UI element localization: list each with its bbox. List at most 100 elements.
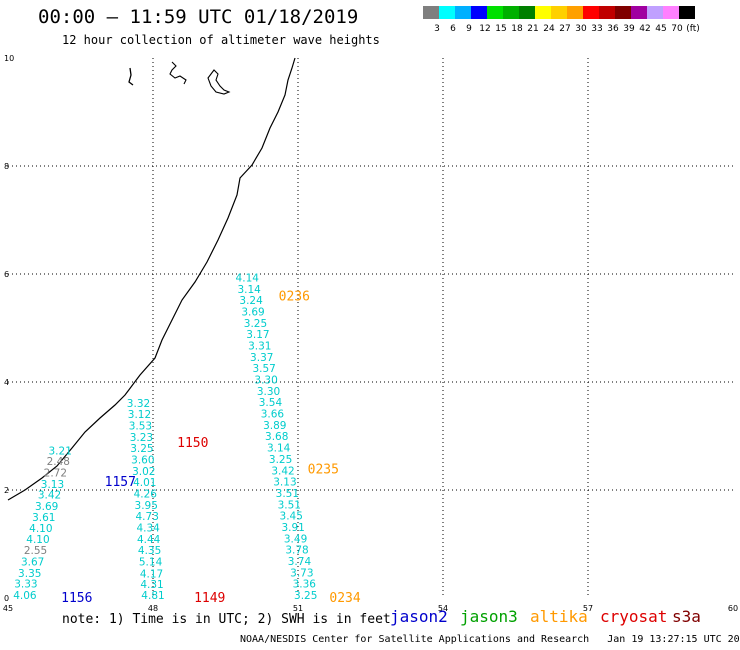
colorbar-label: 33 bbox=[591, 24, 602, 34]
colorbar-label: 30 bbox=[575, 24, 587, 34]
colorbar-swatch bbox=[455, 6, 471, 19]
swh-value: 2.55 bbox=[24, 545, 47, 557]
x-tick-label: 48 bbox=[148, 604, 158, 613]
swh-value: 3.30 bbox=[257, 386, 280, 398]
swh-value: 3.13 bbox=[41, 479, 64, 491]
colorbar-swatch bbox=[679, 6, 695, 19]
chart-title: 00:00 – 11:59 UTC 01/18/2019 bbox=[38, 6, 359, 28]
swh-value: 3.95 bbox=[135, 500, 158, 512]
swh-value: 3.66 bbox=[261, 409, 285, 421]
swh-value: 3.42 bbox=[271, 465, 294, 477]
swh-value: 3.35 bbox=[18, 568, 41, 580]
swh-value: 3.51 bbox=[276, 488, 299, 500]
swh-value: 3.21 bbox=[49, 445, 72, 457]
footer-credit: NOAA/NESDIS Center for Satellite Applica… bbox=[240, 634, 740, 645]
swh-value: 3.73 bbox=[290, 567, 313, 579]
colorbar-unit: (ft) bbox=[686, 24, 700, 34]
colorbar-label: 3 bbox=[434, 24, 440, 34]
colorbar-swatch bbox=[663, 6, 679, 19]
colorbar-swatch bbox=[615, 6, 631, 19]
colorbar-label: 36 bbox=[607, 24, 619, 34]
colorbar-label: 42 bbox=[639, 24, 650, 34]
colorbar-label: 12 bbox=[479, 24, 490, 34]
x-tick-label: 57 bbox=[583, 604, 593, 613]
pass-label: 1157 bbox=[105, 475, 136, 490]
pass-label: 1150 bbox=[177, 436, 208, 451]
legend-entry-s3a: s3a bbox=[672, 607, 701, 626]
swh-value: 3.17 bbox=[246, 329, 269, 341]
y-tick-label: 8 bbox=[4, 162, 9, 171]
swh-value: 4.44 bbox=[137, 534, 161, 546]
y-tick-label: 0 bbox=[4, 594, 9, 603]
y-tick-label: 10 bbox=[4, 54, 14, 63]
colorbar-swatch bbox=[583, 6, 599, 19]
colorbar-swatch bbox=[519, 6, 535, 19]
swh-value: 3.32 bbox=[127, 398, 150, 410]
x-tick-label: 51 bbox=[293, 604, 303, 613]
pass-label: 0234 bbox=[329, 591, 360, 606]
colorbar-swatch bbox=[599, 6, 615, 19]
axis-tick-labels: 45 48 51 54 57 60 0 2 4 6 8 10 bbox=[3, 54, 738, 613]
swh-value: 3.37 bbox=[250, 352, 273, 364]
swh-value: 3.57 bbox=[252, 363, 275, 375]
swh-value: 3.78 bbox=[285, 545, 308, 557]
colorbar-swatch bbox=[471, 6, 487, 19]
swh-value: 3.68 bbox=[265, 431, 288, 443]
pass-label: 1156 bbox=[61, 591, 92, 606]
swh-value: 5.14 bbox=[139, 557, 163, 569]
swh-value: 3.45 bbox=[280, 511, 303, 523]
colorbar-label: 39 bbox=[623, 24, 635, 34]
x-tick-label: 54 bbox=[438, 604, 448, 613]
y-tick-label: 2 bbox=[4, 486, 9, 495]
swh-value: 3.24 bbox=[239, 295, 263, 307]
legend-entry-altika: altika bbox=[530, 607, 588, 626]
colorbar-swatch bbox=[439, 6, 455, 19]
swh-values: 4.814.314.175.144.354.444.344.733.954.26… bbox=[13, 272, 317, 602]
swh-value: 3.25 bbox=[269, 454, 292, 466]
swh-value: 3.89 bbox=[263, 420, 286, 432]
colorbar-swatch bbox=[647, 6, 663, 19]
swh-value: 3.14 bbox=[267, 443, 291, 455]
color-scale-bar: 3 6 9 12 15 18 21 24 27 30 33 36 39 42 45 70 (ft) bbox=[423, 6, 700, 34]
legend-entry-jason3: jason3 bbox=[460, 607, 518, 626]
swh-value: 3.02 bbox=[132, 466, 155, 478]
swh-value: 4.06 bbox=[13, 590, 37, 602]
swh-value: 4.10 bbox=[29, 523, 52, 535]
swh-value: 3.31 bbox=[248, 341, 271, 353]
swh-value: 3.60 bbox=[131, 454, 154, 466]
footer-note: note: 1) Time is in UTC; 2) SWH is in fe… bbox=[62, 612, 391, 627]
swh-value: 3.25 bbox=[294, 590, 317, 602]
swh-value: 3.91 bbox=[281, 522, 304, 534]
colorbar-swatch bbox=[631, 6, 647, 19]
legend-entry-cryosat: cryosat bbox=[600, 607, 668, 626]
y-tick-label: 4 bbox=[4, 378, 9, 387]
colorbar-swatch bbox=[551, 6, 567, 19]
pass-labels: 1156 1157 1150 1149 0234 0235 0236 bbox=[61, 290, 361, 606]
swh-value: 3.33 bbox=[14, 579, 37, 591]
colorbar-swatch bbox=[535, 6, 551, 19]
swh-value: 3.14 bbox=[237, 284, 261, 296]
swh-value: 3.74 bbox=[288, 556, 312, 568]
colorbar-swatch bbox=[487, 6, 503, 19]
colorbar-label: 70 bbox=[671, 24, 683, 34]
colorbar-label: 6 bbox=[450, 24, 456, 34]
colorbar-swatch bbox=[503, 6, 519, 19]
swh-value: 3.69 bbox=[35, 501, 58, 513]
swh-value: 3.61 bbox=[32, 512, 55, 524]
legend-entry-jason2: jason2 bbox=[390, 607, 448, 626]
grid-lines bbox=[8, 58, 733, 598]
swh-value: 4.35 bbox=[138, 545, 161, 557]
swh-value: 4.10 bbox=[26, 534, 49, 546]
x-tick-label: 45 bbox=[3, 604, 13, 613]
pass-label: 0236 bbox=[279, 290, 310, 305]
colorbar-label: 45 bbox=[655, 24, 666, 34]
swh-value: 4.81 bbox=[141, 590, 164, 602]
x-tick-label: 60 bbox=[728, 604, 738, 613]
colorbar-swatch bbox=[423, 6, 439, 19]
swh-value: 4.01 bbox=[133, 477, 156, 489]
swh-value: 3.36 bbox=[293, 579, 317, 591]
colorbar-label: 18 bbox=[511, 24, 523, 34]
coastline bbox=[7, 57, 296, 501]
colorbar-label: 21 bbox=[527, 24, 538, 34]
swh-value: 3.69 bbox=[241, 307, 264, 319]
